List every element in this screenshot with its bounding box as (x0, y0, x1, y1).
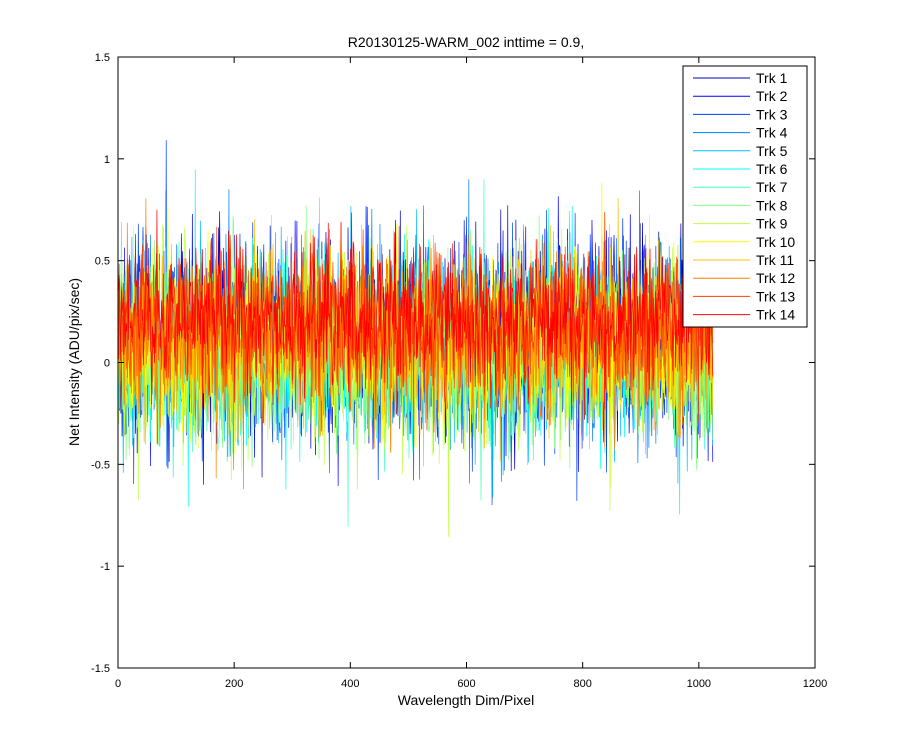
legend-label: Trk 8 (756, 197, 788, 213)
x-tick-label: 200 (225, 678, 243, 690)
legend-label: Trk 2 (756, 88, 788, 104)
legend-box (682, 65, 808, 328)
legend-label: Trk 10 (756, 234, 795, 250)
x-tick-label: 0 (115, 678, 121, 690)
x-tick-label: 800 (573, 678, 591, 690)
x-tick-label: 600 (457, 678, 475, 690)
y-tick-label: -1.5 (91, 663, 110, 675)
y-tick-label: 0.5 (95, 256, 110, 268)
legend-label: Trk 6 (756, 161, 788, 177)
series-line-trk-14 (118, 209, 714, 423)
legend-label: Trk 7 (756, 179, 788, 195)
y-tick-label: 1.5 (95, 52, 110, 64)
legend-label: Trk 14 (756, 307, 795, 323)
legend-label: Trk 1 (756, 70, 788, 86)
legend-label: Trk 9 (756, 216, 788, 232)
y-axis: -1.5 -1 -0.5 0 0.5 1 1.5 (91, 52, 815, 675)
x-tick-label: 1200 (803, 678, 827, 690)
legend-label: Trk 12 (756, 270, 795, 286)
legend-label: Trk 13 (756, 288, 795, 304)
y-axis-label: Net Intensity (ADU/pix/sec) (66, 278, 82, 446)
x-axis-label: Wavelength Dim/Pixel (398, 692, 534, 708)
x-tick-label: 1000 (687, 678, 711, 690)
chart-title: R20130125-WARM_002 inttime = 0.9, (348, 34, 584, 50)
x-tick-label: 400 (341, 678, 359, 690)
legend-label: Trk 5 (756, 143, 788, 159)
legend-label: Trk 3 (756, 106, 788, 122)
legend: Trk 1 Trk 2 Trk 3 Trk 4 Trk 5 Trk 6 Trk 7 Trk 8… (682, 65, 808, 328)
x-axis: 0 200 400 600 800 1000 1200 (115, 57, 827, 690)
legend-label: Trk 11 (756, 252, 794, 268)
y-tick-label: 1 (104, 154, 110, 166)
y-tick-label: 0 (104, 358, 110, 370)
legend-label: Trk 4 (756, 125, 788, 141)
y-tick-label: -0.5 (91, 459, 110, 471)
y-tick-label: -1 (100, 561, 110, 573)
series-line-trk-13 (118, 198, 714, 433)
series-layer (118, 140, 714, 538)
